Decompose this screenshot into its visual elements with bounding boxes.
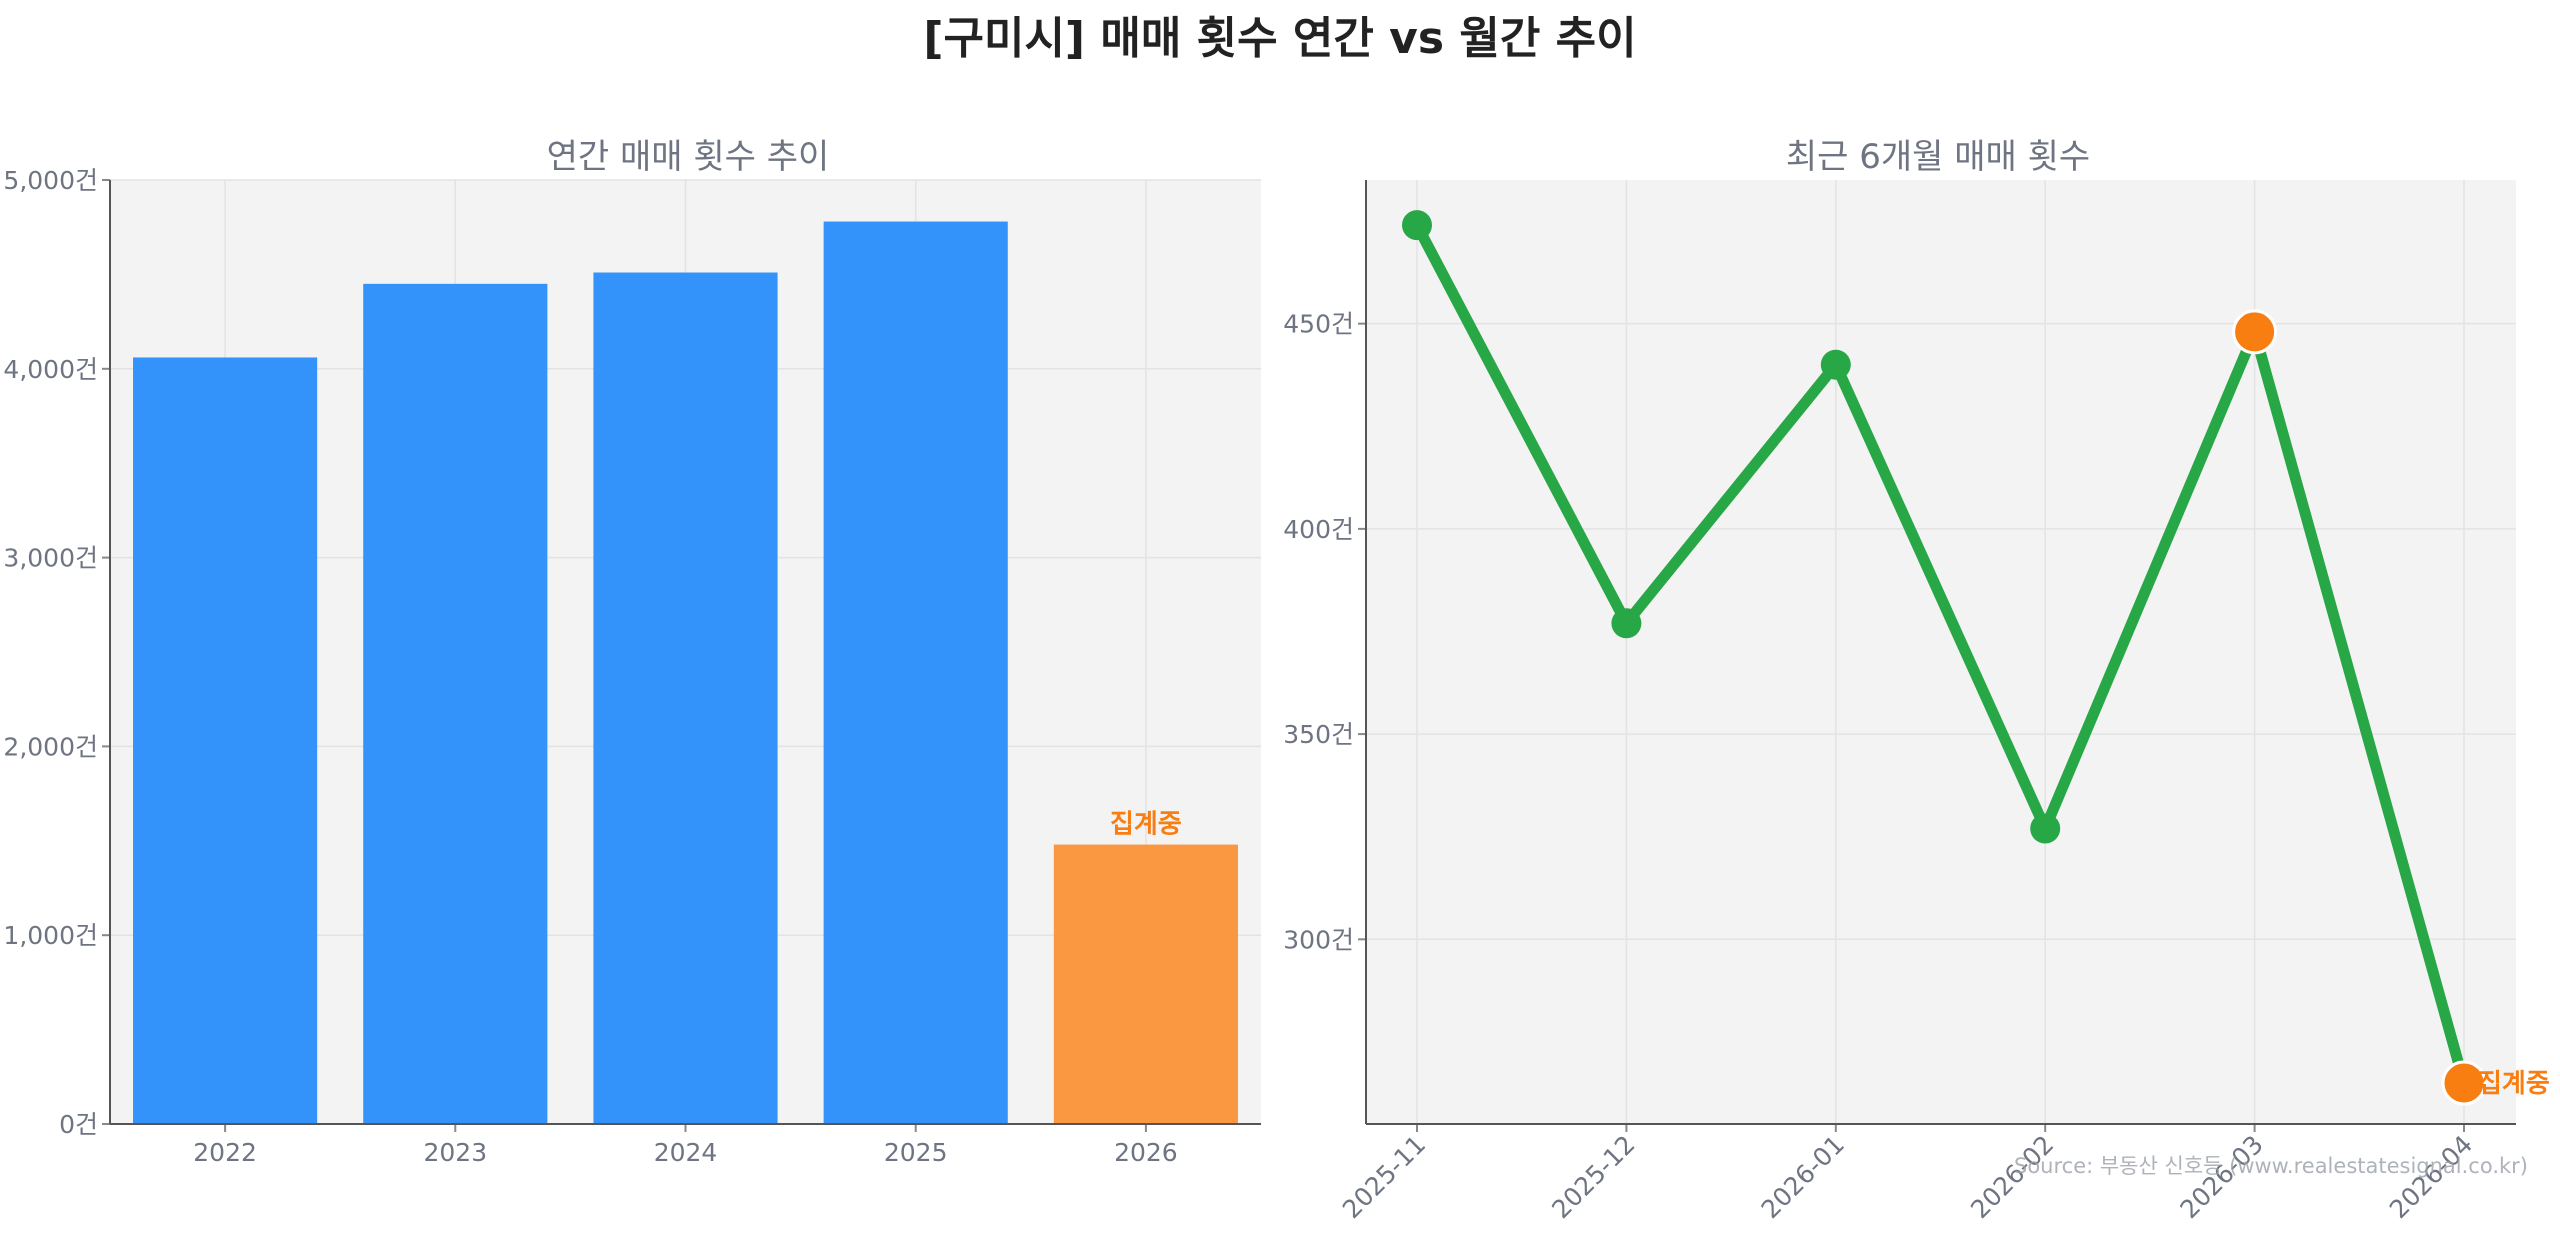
y-tick-label: 350건 — [1283, 720, 1354, 749]
y-tick-label: 5,000건 — [3, 166, 98, 195]
data-point — [1820, 349, 1851, 380]
y-tick-label: 4,000건 — [3, 355, 98, 384]
bar — [363, 283, 548, 1125]
y-tick-label: 0건 — [59, 1110, 98, 1139]
y-tick-label: 3,000건 — [3, 544, 98, 573]
x-tick-label: 2025-11 — [1337, 1130, 1431, 1224]
bar — [823, 221, 1008, 1124]
bar-chart-title: 연간 매매 횟수 추이 — [547, 137, 830, 177]
x-tick-label: 2024 — [654, 1138, 718, 1167]
y-tick-label: 450건 — [1283, 310, 1354, 339]
bar-chart: 0건 1,000건 2,000건 3,000건 4,000건 5,000건 2022 2023… — [3, 166, 1261, 1167]
bar — [133, 357, 318, 1124]
highlight-point — [2232, 309, 2278, 355]
partial-annotation: 집계중 — [2478, 1069, 2550, 1099]
data-point — [2030, 813, 2061, 844]
x-tick-label: 2025 — [884, 1138, 948, 1167]
y-tick-label: 400건 — [1283, 515, 1354, 544]
bar-partial — [1053, 844, 1238, 1124]
line-chart-title: 최근 6개월 매매 횟수 — [1786, 137, 2090, 177]
figure-title: [구미시] 매매 횟수 연간 vs 월간 추이 — [923, 13, 1637, 64]
source-note: Source: 부동산 신호등 (www.realestatesignal.co… — [2014, 1154, 2528, 1178]
y-tick-label: 1,000건 — [3, 921, 98, 950]
x-tick-label: 2026 — [1114, 1138, 1178, 1167]
data-point — [1402, 210, 1432, 241]
x-tick-label: 2025-12 — [1546, 1130, 1640, 1224]
series-line — [1411, 219, 2470, 1089]
x-tick-label: 2026-01 — [1756, 1130, 1850, 1224]
bar — [593, 272, 778, 1125]
y-tick-label: 300건 — [1283, 925, 1354, 954]
plot-background — [1366, 180, 2516, 1124]
x-tick-label: 2023 — [423, 1138, 487, 1167]
partial-annotation: 집계중 — [1110, 810, 1182, 840]
y-tick-label: 2,000건 — [3, 732, 98, 761]
data-point — [1611, 608, 1642, 639]
x-tick-label: 2022 — [193, 1138, 257, 1167]
highlight-point — [2441, 1060, 2487, 1106]
